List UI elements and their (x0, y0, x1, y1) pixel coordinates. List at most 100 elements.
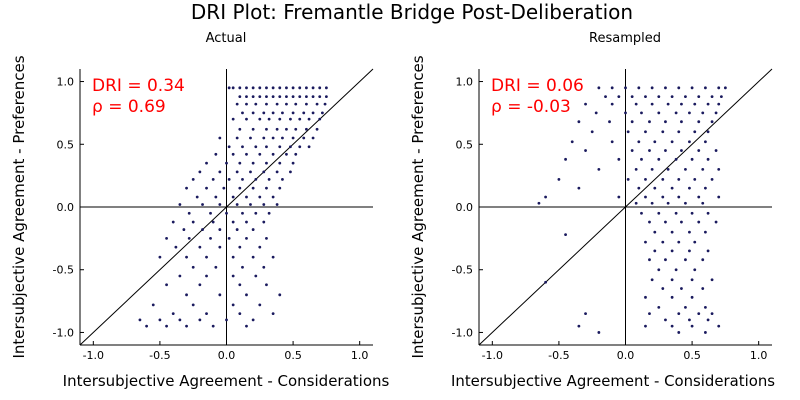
data-point (674, 111, 678, 115)
data-point (205, 161, 208, 165)
data-point (241, 265, 244, 269)
y-tick-label: 0.0 (57, 201, 75, 214)
data-point (661, 240, 665, 244)
data-point (241, 211, 244, 215)
x-tick-label: -0.5 (548, 349, 569, 362)
data-point (653, 140, 657, 144)
data-point (634, 201, 638, 205)
data-point (191, 265, 195, 269)
data-point (262, 170, 266, 174)
data-point (697, 120, 701, 124)
dri-annotation: DRI = 0.06 (491, 76, 584, 96)
data-point (677, 130, 681, 134)
data-point (630, 95, 634, 98)
data-point (670, 324, 674, 328)
data-point (291, 111, 295, 115)
data-point (577, 120, 581, 124)
data-point (318, 95, 322, 98)
data-point (231, 86, 235, 90)
data-point (577, 186, 581, 190)
data-point (674, 211, 678, 215)
data-point (577, 324, 581, 328)
data-point (680, 102, 683, 106)
data-point (251, 186, 255, 190)
data-point (278, 86, 282, 90)
data-point (644, 324, 647, 328)
data-point (680, 287, 683, 290)
data-point (307, 117, 311, 121)
data-point (657, 268, 661, 272)
data-point (324, 95, 328, 98)
data-point (305, 102, 308, 106)
data-point (245, 102, 248, 106)
data-point (281, 111, 284, 115)
data-point (245, 86, 248, 90)
data-point (178, 203, 182, 206)
data-point (610, 102, 614, 106)
data-point (231, 274, 235, 278)
data-point (249, 170, 252, 174)
data-point (305, 86, 308, 90)
data-point (262, 220, 266, 224)
data-point (584, 149, 587, 152)
data-point (265, 186, 268, 190)
data-point (650, 201, 654, 205)
data-point (648, 258, 651, 262)
data-point (664, 149, 667, 152)
data-point (584, 102, 587, 106)
data-point (265, 86, 268, 90)
data-point (285, 127, 288, 131)
data-point (227, 145, 231, 149)
data-point (251, 111, 255, 115)
data-point (185, 255, 188, 259)
data-point (271, 136, 275, 140)
data-point (265, 127, 268, 131)
data-point (693, 178, 697, 181)
data-point (688, 249, 691, 253)
data-point (680, 149, 683, 152)
data-point (205, 186, 208, 190)
data-point (245, 195, 248, 199)
data-point (267, 117, 271, 121)
y-tick-label: 0.5 (57, 138, 75, 151)
data-point (211, 324, 215, 328)
data-point (677, 331, 681, 334)
data-point (271, 95, 275, 98)
data-point (666, 201, 670, 205)
data-point (690, 157, 694, 161)
data-point (690, 324, 694, 328)
data-point (706, 102, 710, 106)
data-point (171, 220, 175, 224)
data-point (291, 161, 295, 165)
data-point (227, 178, 231, 181)
data-point (690, 211, 694, 215)
panel-subtitle: Resampled (589, 31, 661, 46)
data-point (278, 161, 282, 165)
data-point (323, 102, 327, 106)
data-point (245, 152, 248, 156)
data-point (644, 195, 647, 199)
data-point (262, 203, 266, 206)
data-point (648, 220, 651, 224)
data-point (291, 95, 295, 98)
data-point (185, 324, 188, 328)
data-point (661, 195, 665, 199)
data-point (653, 249, 657, 253)
data-point (597, 86, 601, 90)
data-point (158, 255, 162, 259)
data-point (265, 161, 268, 165)
data-point (657, 157, 661, 161)
data-point (281, 136, 284, 140)
data-point (271, 86, 275, 90)
data-point (318, 86, 322, 90)
panel-actual: Actual Intersubjective Agreement - Consi… (10, 31, 390, 390)
data-point (701, 111, 705, 115)
data-point (648, 120, 651, 124)
data-point (688, 140, 691, 144)
data-point (677, 195, 681, 199)
data-point (617, 95, 621, 98)
data-point (544, 195, 547, 199)
data-point (298, 95, 302, 98)
data-point (719, 95, 723, 98)
data-point (278, 293, 282, 297)
